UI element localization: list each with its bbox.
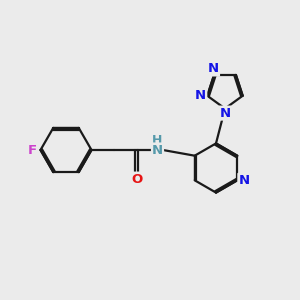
Text: N: N [195,89,206,102]
Text: N: N [152,143,163,157]
Text: N: N [238,174,250,187]
Text: O: O [131,172,142,186]
Text: N: N [219,106,231,120]
Text: N: N [208,62,219,76]
Text: H: H [152,134,163,148]
Text: F: F [28,143,37,157]
